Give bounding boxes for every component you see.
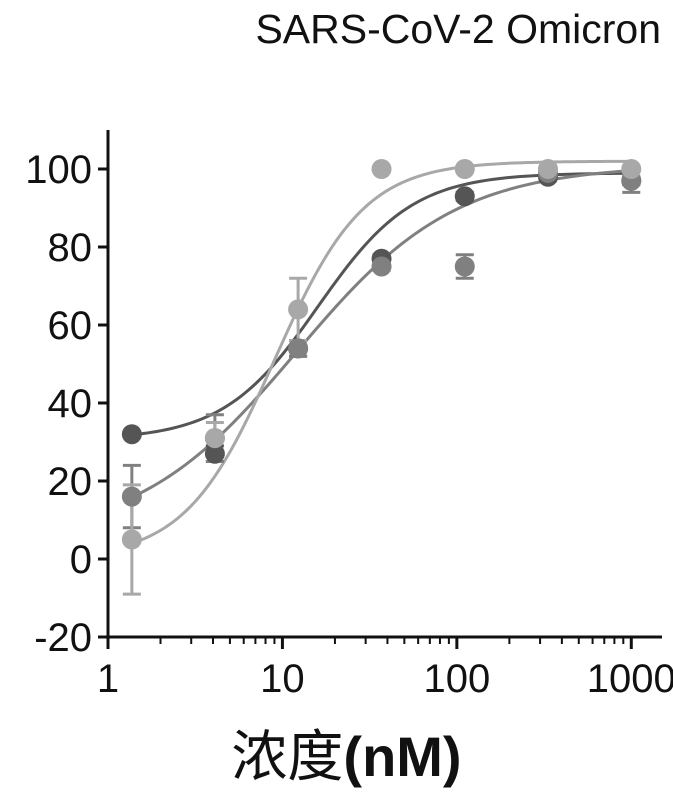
y-tick-label: 100 [25, 148, 92, 192]
x-tick-label: 1 [97, 657, 119, 701]
data-point [121, 424, 142, 445]
data-point [454, 256, 475, 277]
y-tick-label: -20 [34, 616, 92, 660]
data-point [204, 428, 225, 449]
data-point [621, 159, 642, 179]
data-point [204, 443, 225, 464]
data-point [371, 159, 392, 179]
x-tick-label: 100 [423, 657, 490, 701]
fit-curve [131, 171, 632, 437]
data-point [454, 159, 475, 179]
data-points [121, 159, 642, 550]
x-axis-label-unit: (nM) [343, 725, 462, 788]
x-tick-label: 10 [260, 657, 305, 701]
y-tick-label: 80 [48, 226, 93, 270]
x-tick-label: 1000 [587, 657, 673, 701]
y-tick-label: 20 [48, 460, 93, 504]
x-axis-label-main: 浓度 [231, 725, 344, 788]
axes: -20 0 20 40 60 80 100 1 10 100 1000 [25, 130, 673, 701]
y-tick-label: 40 [48, 382, 93, 426]
data-point [454, 186, 475, 207]
y-tick-label: 60 [48, 304, 93, 348]
y-tick-label: 0 [70, 538, 92, 582]
data-point [537, 159, 558, 179]
x-axis-label: 浓度(nM) [0, 712, 673, 793]
error-bars [122, 167, 641, 596]
data-point [288, 299, 309, 320]
data-point [121, 529, 142, 550]
data-point [121, 486, 142, 507]
fit-curve [131, 159, 632, 545]
fit-curves [131, 159, 632, 545]
data-point [371, 256, 392, 277]
chart-title: SARS-CoV-2 Omicron [255, 6, 661, 52]
data-point [288, 338, 309, 359]
